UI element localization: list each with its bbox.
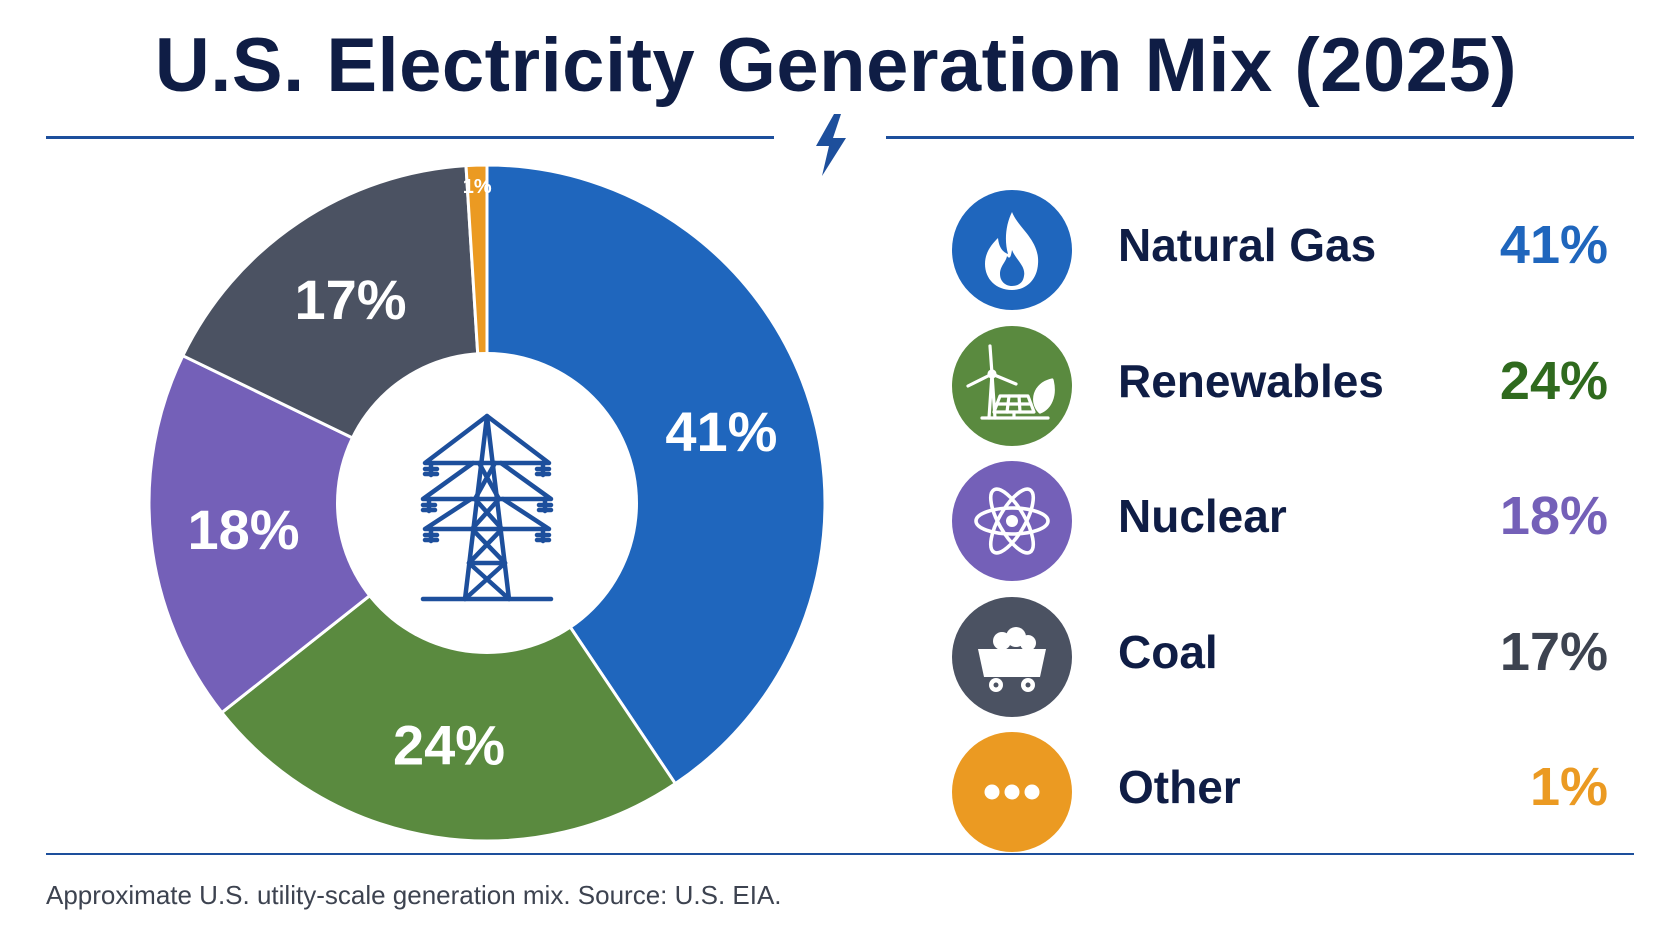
- flame-icon: [985, 212, 1039, 290]
- legend-label-natural-gas: Natural Gas: [1118, 219, 1377, 271]
- legend-item-nuclear: Nuclear 18%: [952, 461, 1622, 597]
- slice-label-natural-gas: 41%: [665, 400, 777, 463]
- title-divider-right: [886, 136, 1634, 139]
- mine-cart-icon: [978, 626, 1046, 692]
- title-divider-left: [46, 136, 774, 139]
- legend-value-nuclear: 18%: [1499, 486, 1608, 546]
- slice-label-renewables: 24%: [393, 714, 505, 777]
- slice-renewables: [219, 500, 678, 843]
- legend-item-renewables: Renewables 24%: [952, 325, 1622, 462]
- legend-label-other: Other: [1118, 761, 1241, 813]
- legend-swatch-other: [952, 732, 1072, 852]
- legend-item-other: Other 1%: [952, 732, 1622, 868]
- legend-swatch-natural-gas: [952, 190, 1072, 310]
- footer-divider: [46, 853, 1634, 855]
- legend-swatch-coal: [952, 596, 1072, 717]
- chart-title: U.S. Electricity Generation Mix (2025): [154, 23, 1518, 108]
- slice-label-other: 1%: [463, 176, 492, 198]
- donut-hole: [336, 352, 638, 654]
- legend-value-coal: 17%: [1499, 621, 1608, 682]
- legend-value-renewables: 24%: [1499, 350, 1608, 411]
- transmission-tower-icon: [420, 413, 554, 602]
- source-footnote: Approximate U.S. utility-scale generatio…: [46, 880, 782, 910]
- legend-value-other: 1%: [1529, 757, 1608, 817]
- legend-item-coal: Coal 17%: [952, 596, 1622, 733]
- slice-natural-gas: [485, 163, 827, 786]
- ellipsis-icon: [984, 784, 1040, 800]
- donut-chart: 41% 24% 18% 17% 1%: [147, 163, 827, 843]
- legend: Natural Gas 41% Renewables 24%: [952, 190, 1622, 868]
- slice-label-nuclear: 18%: [187, 498, 299, 561]
- legend-label-renewables: Renewables: [1118, 354, 1384, 407]
- legend-label-coal: Coal: [1118, 625, 1218, 678]
- legend-swatch-renewables: [952, 325, 1072, 446]
- slice-label-coal: 17%: [294, 268, 406, 331]
- legend-swatch-nuclear: [952, 461, 1072, 581]
- slice-nuclear: [147, 353, 490, 715]
- legend-value-natural-gas: 41%: [1499, 215, 1608, 275]
- wind-solar-leaf-icon: [966, 343, 1055, 420]
- legend-label-nuclear: Nuclear: [1118, 490, 1287, 542]
- lightning-bolt-icon: [816, 114, 846, 176]
- legend-item-natural-gas: Natural Gas 41%: [952, 190, 1622, 326]
- atom-icon: [974, 487, 1050, 555]
